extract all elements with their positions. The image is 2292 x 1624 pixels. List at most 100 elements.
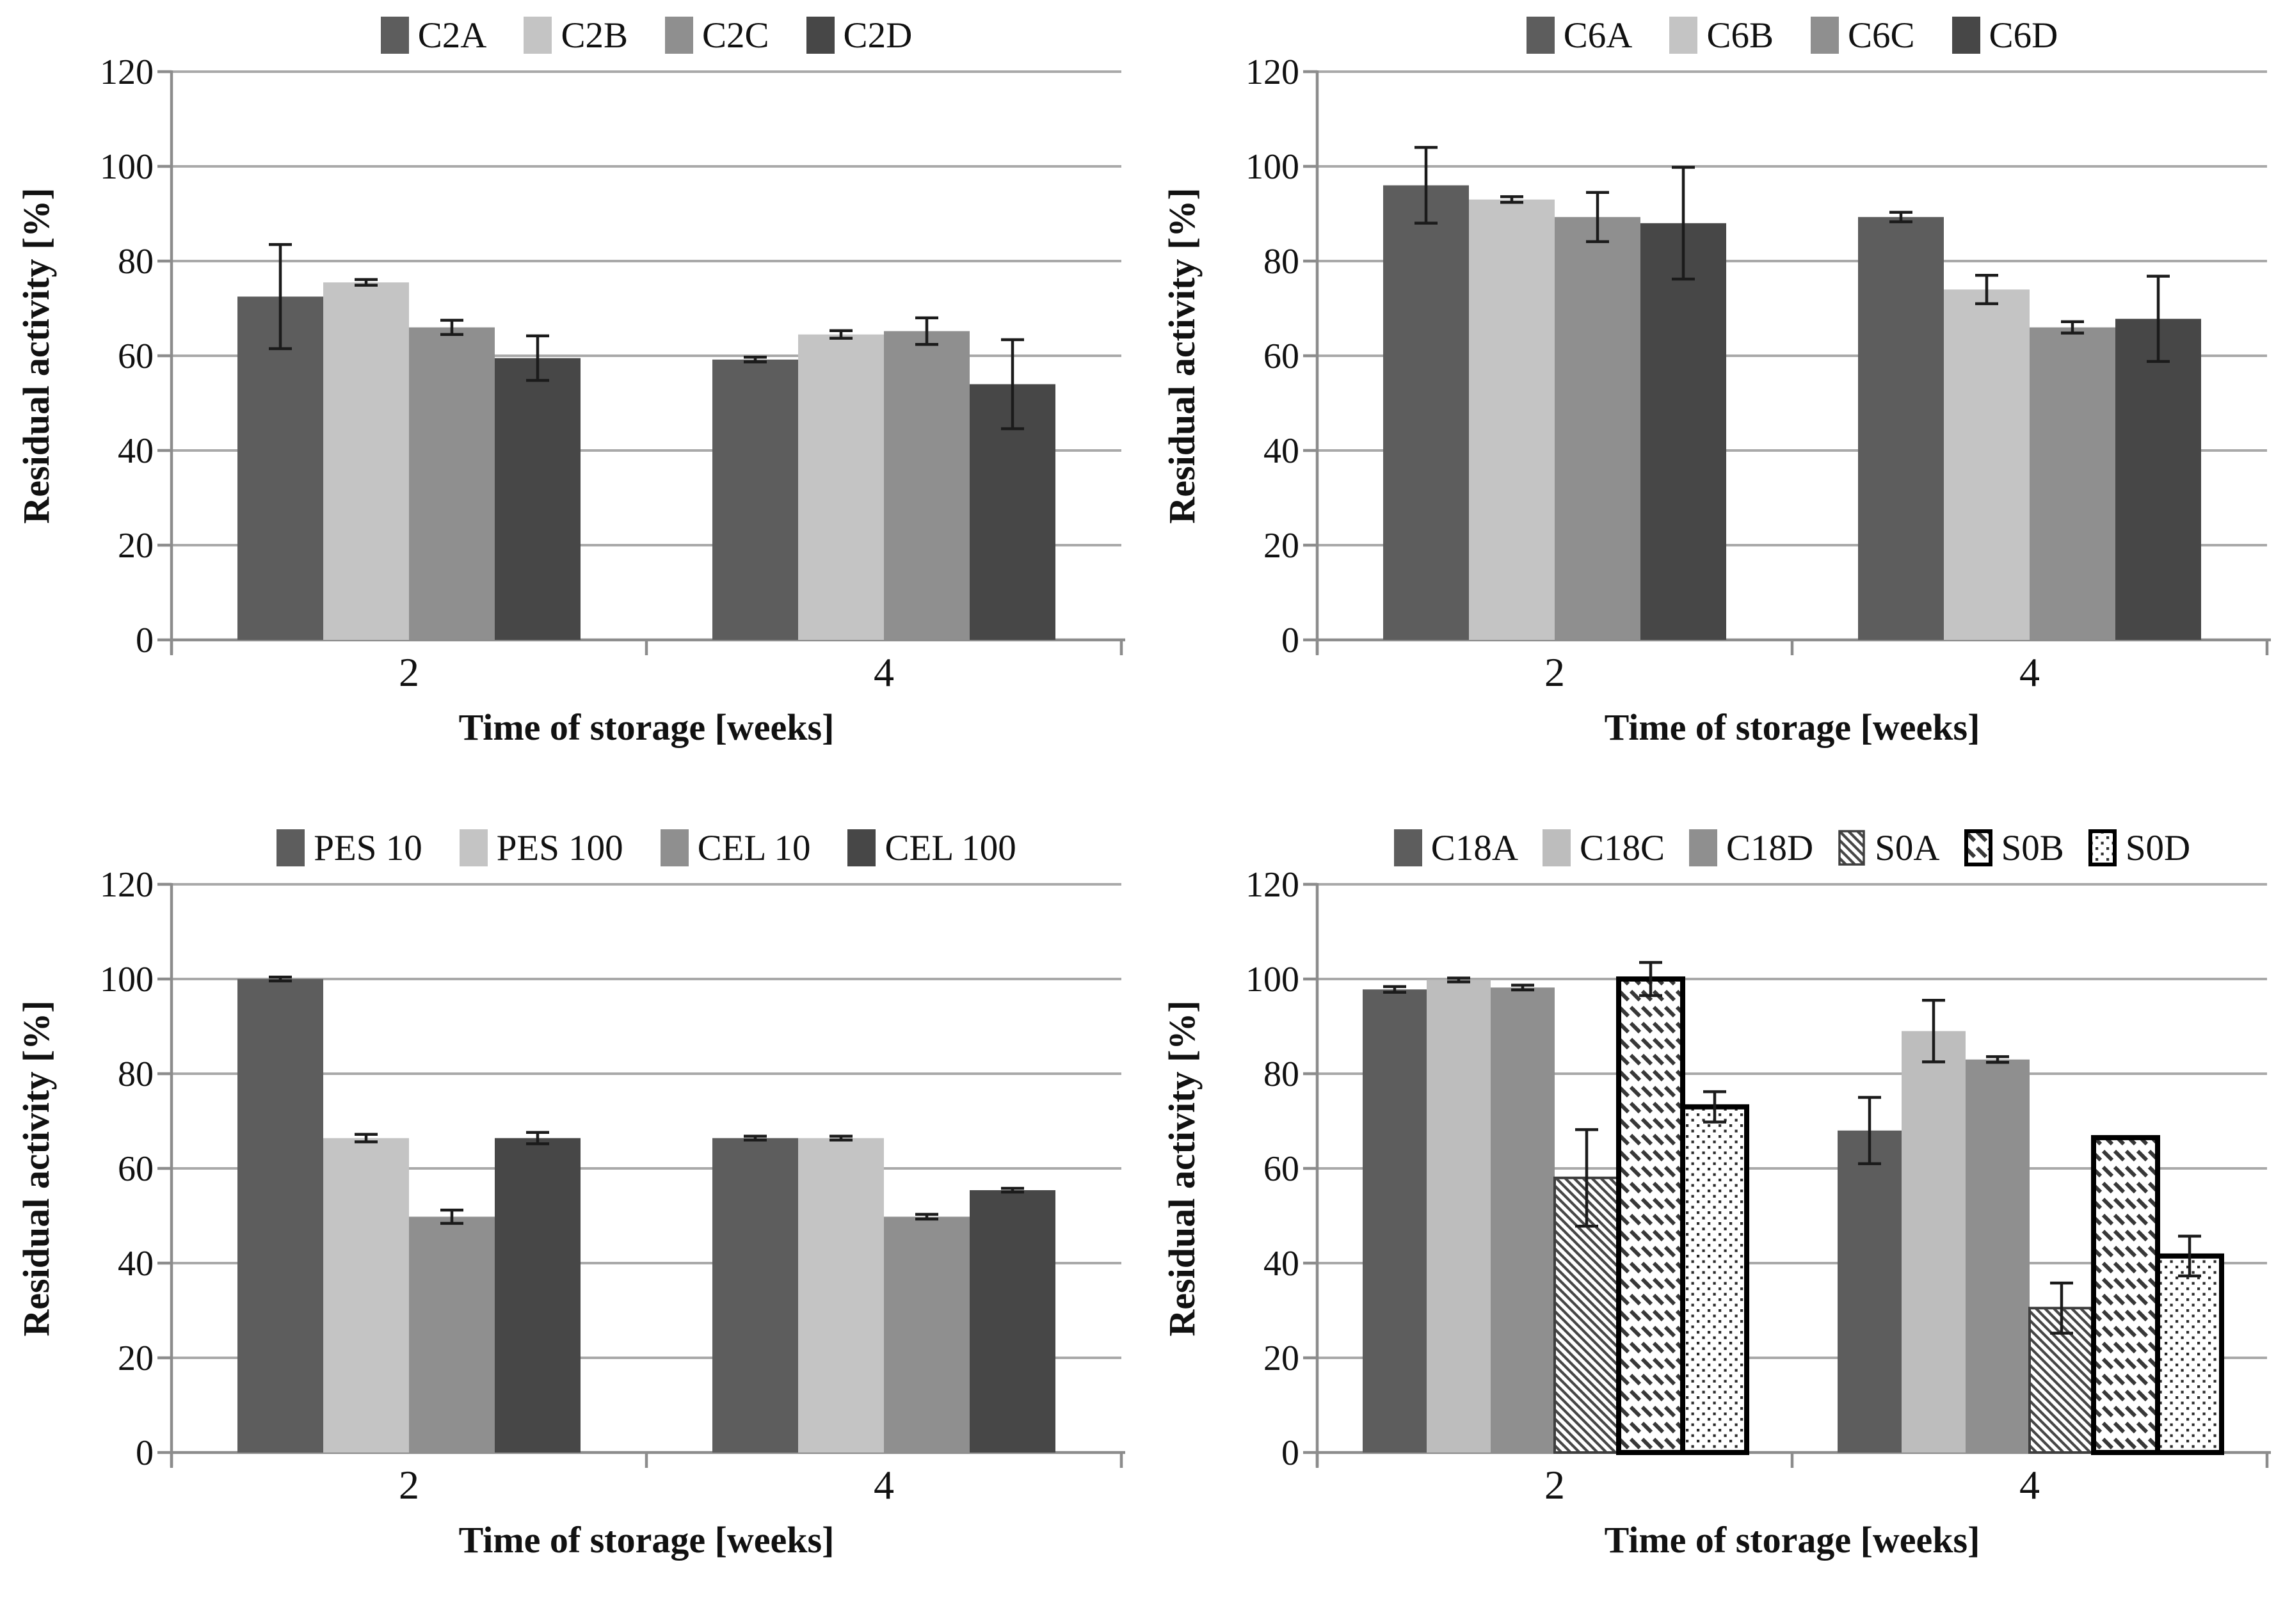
x-axis-title: Time of storage [weeks] (1605, 1519, 1980, 1561)
legend-item-c6d: C6D (1951, 15, 2058, 56)
bar-c18a-week-4 (1838, 1130, 1902, 1453)
bar-c2c-week-4 (884, 331, 970, 640)
error-bar (1858, 1095, 1881, 1165)
legend-item-label: C6D (1989, 15, 2058, 56)
legend-item-cel-10: CEL 10 (660, 827, 811, 868)
legend-item-label: C2B (561, 15, 628, 56)
legend-swatch-icon (1526, 17, 1555, 54)
error-bar (355, 278, 378, 287)
error-bar (269, 243, 292, 351)
y-axis-title: Residual activity [%] (15, 1000, 57, 1336)
error-bar (744, 355, 767, 363)
error-bar (2050, 1281, 2073, 1335)
bar-s0d-week-4 (2155, 1253, 2224, 1456)
legend-item-s0a: S0A (1838, 827, 1940, 868)
error-bar (355, 1133, 378, 1143)
bar-cel-100-week-2 (495, 1138, 581, 1453)
error-bar (526, 1131, 549, 1145)
legend-item-label: S0A (1875, 827, 1940, 868)
legend-swatch-icon (1542, 829, 1571, 866)
chart-canvas-c18-s0: 0 20 40 60 80 100 120 2 4 Time of storage [weeks]… (1161, 865, 2271, 1561)
error-bar (440, 319, 463, 336)
bar-pes-10-week-2 (237, 979, 323, 1453)
bar-c2a-week-4 (712, 359, 798, 640)
legend-swatch-icon (806, 17, 835, 54)
legend-swatch-icon (665, 17, 693, 54)
bar-c2d-week-2 (495, 358, 581, 640)
error-bar (829, 329, 853, 340)
x-axis-title: Time of storage [weeks] (459, 1519, 835, 1561)
bar-c18d-week-4 (1966, 1059, 2030, 1453)
bar-c2b-week-2 (323, 282, 409, 640)
legend-item-label: CEL 100 (885, 827, 1016, 868)
chart-legend-pes-cel: PES 10 PES 100 CEL 10 CEL 100 (172, 829, 1121, 866)
error-bar (269, 975, 292, 983)
error-bar (440, 1208, 463, 1225)
x-category-label: 4 (2019, 649, 2040, 695)
legend-item-c6c: C6C (1811, 17, 1915, 54)
bar-c2a-week-2 (237, 296, 323, 640)
chart-panel-c2: 0 20 40 60 80 100 120 2 4 Time of storage [weeks]… (0, 0, 1146, 813)
error-bar (1889, 211, 1912, 223)
y-tick-label: 120 (100, 865, 154, 905)
bar-pes-100-week-2 (323, 1138, 409, 1453)
y-axis-title: Residual activity [%] (1161, 1000, 1203, 1336)
legend-item-label: C18A (1430, 827, 1518, 868)
y-tick-label: 0 (1281, 1433, 1299, 1473)
y-tick-label: 40 (118, 1244, 154, 1284)
legend-item-c6b: C6B (1669, 17, 1774, 54)
legend-item-pes-100: PES 100 (459, 827, 623, 868)
legend-swatch-icon (524, 17, 552, 54)
y-tick-label: 60 (1263, 1149, 1299, 1189)
legend-item-label: C6C (1848, 15, 1915, 56)
bar-s0d-week-2 (1680, 1104, 1749, 1455)
y-tick-label: 80 (1263, 1055, 1299, 1094)
x-category-label: 4 (874, 1462, 894, 1508)
bar-c6c-week-4 (2030, 327, 2115, 640)
legend-swatch-icon (2088, 829, 2117, 866)
legend-item-c18d: C18D (1689, 829, 1813, 866)
y-tick-label: 60 (1263, 337, 1299, 376)
legend-item-label: PES 100 (496, 827, 623, 868)
legend-swatch-icon (276, 829, 305, 866)
bar-c6b-week-4 (1944, 289, 2030, 640)
error-bar (1447, 976, 1470, 983)
x-axis-title: Time of storage [weeks] (1605, 706, 1980, 748)
error-bar (1703, 1090, 1726, 1124)
legend-item-c18c: C18C (1542, 829, 1665, 866)
y-tick-label: 40 (1263, 431, 1299, 471)
y-tick-label: 100 (100, 960, 154, 999)
y-axis-title: Residual activity [%] (1161, 187, 1203, 523)
bar-c6b-week-2 (1469, 199, 1555, 640)
legend-item-c2b: C2B (524, 17, 628, 54)
legend-item-label: S0B (2001, 827, 2064, 868)
legend-item-label: C2C (702, 15, 769, 56)
y-tick-label: 120 (1246, 52, 1299, 92)
x-category-label: 2 (1544, 649, 1565, 695)
error-bar (1414, 146, 1438, 225)
legend-item-label: PES 10 (314, 827, 422, 868)
x-category-label: 4 (2019, 1462, 2040, 1508)
error-bar (1975, 273, 1998, 305)
error-bar (1001, 1186, 1024, 1194)
legend-item-label: C18D (1726, 827, 1814, 868)
bar-pes-100-week-4 (798, 1138, 884, 1453)
y-tick-label: 60 (118, 1149, 154, 1189)
legend-item-label: S0D (2125, 827, 2191, 868)
legend-item-c2c: C2C (665, 17, 769, 54)
y-tick-label: 0 (136, 621, 154, 660)
legend-item-label: CEL 10 (697, 827, 811, 868)
legend-item-label: C2A (417, 15, 487, 56)
error-bar (1383, 985, 1406, 994)
chart-legend-c2: C2A C2B C2C C2D (172, 17, 1121, 54)
legend-swatch-icon (1689, 829, 1718, 866)
x-category-label: 2 (1544, 1462, 1565, 1508)
y-tick-label: 80 (118, 242, 154, 282)
legend-item-c18a: C18A (1393, 827, 1518, 868)
y-tick-label: 100 (1246, 960, 1299, 999)
legend-swatch-icon (1951, 17, 1980, 54)
legend-item-label: C6A (1563, 15, 1633, 56)
bar-cel-100-week-4 (970, 1190, 1055, 1453)
legend-swatch-icon (847, 829, 876, 866)
y-tick-label: 0 (136, 1433, 154, 1473)
